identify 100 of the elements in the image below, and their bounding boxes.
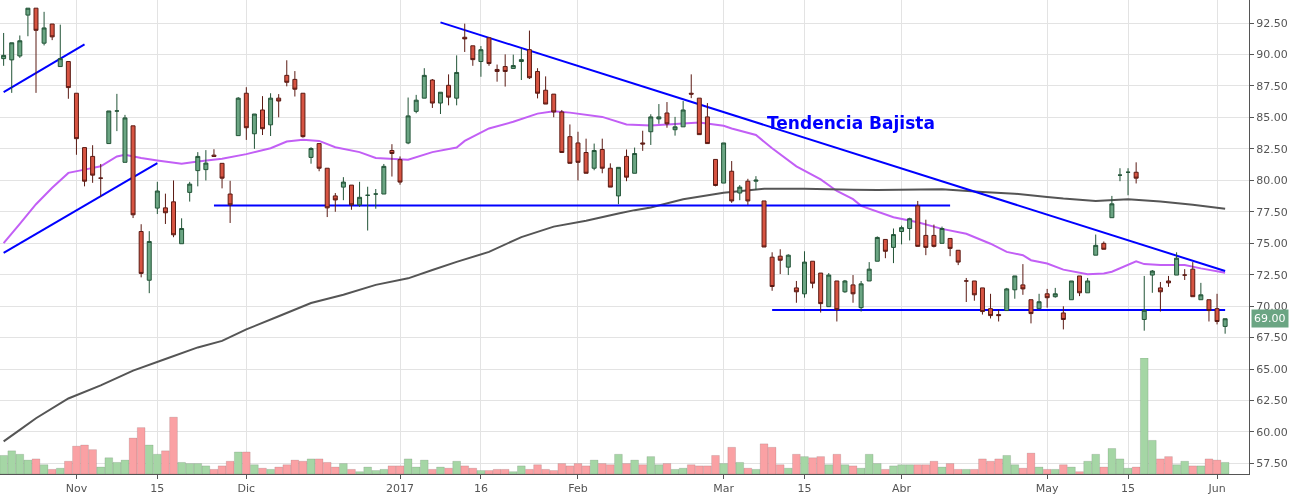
candlestick [713,158,718,187]
candlestick [1222,318,1228,335]
candlestick [1068,280,1074,301]
candlestick [1085,277,1091,294]
candlestick [607,162,613,188]
candlestick [357,181,363,208]
candlestick [349,184,354,211]
candlestick [947,237,953,257]
candlestick [1,32,7,67]
y-tick-label: 72.50 [1256,268,1288,282]
x-tick-label: Feb [568,482,588,496]
candlestick [979,287,985,316]
candlestick [114,93,120,132]
candlestick [98,163,104,198]
candlestick [73,92,79,156]
candlestick [219,162,225,189]
candlestick [316,143,322,172]
candlestick [494,64,500,83]
candlestick [890,228,896,264]
candlestick [599,138,605,174]
candlestick [818,272,824,314]
text: 69.00 [1254,312,1286,325]
line-series [2,110,1227,276]
candlestick [446,73,452,106]
candlestick [138,223,144,278]
y-tick-label: 92.50 [1256,16,1288,30]
candlestick [624,148,629,182]
candlestick [688,73,694,99]
candlestick [1052,287,1058,299]
candlestick [777,248,783,275]
candlestick [510,54,516,69]
candlestick [1004,287,1010,312]
x-tick-label: Mar [713,482,735,496]
candlestick [260,95,265,136]
candlestick [1190,261,1196,298]
candlestick [57,24,63,68]
candlestick [17,34,23,59]
candlestick [300,92,306,139]
candlestick [251,113,257,150]
candlestick [850,274,856,304]
candlestick [1044,288,1050,309]
candlestick [923,219,929,256]
candlestick [421,67,427,99]
candlestick [737,184,743,201]
candlestick [753,175,759,191]
candlestick [591,143,597,171]
candlestick [389,143,395,178]
candlestick [1174,251,1180,276]
x-tick-label: 15 [797,482,812,496]
candlestick [332,192,338,213]
candlestick [915,200,921,247]
candlestick [437,91,443,115]
candlestick [1109,195,1115,219]
candlestick [478,45,484,78]
y-tick-label: 65.00 [1256,362,1288,376]
candlestick [381,163,387,195]
annotation: Tendencia Bajista [767,113,935,133]
candlestick [874,235,880,262]
candlestick [632,147,638,174]
candlestick [842,279,848,294]
x-tick-label: May [1035,482,1060,496]
candlestick [292,70,298,98]
candlestick [1012,275,1018,300]
y-tick-label: 75.00 [1256,237,1288,251]
candlestick [1214,293,1220,325]
candlestick [907,217,913,241]
candlestick [470,45,476,67]
y-tick-label: 85.00 [1256,111,1288,125]
candlestick [82,147,88,187]
y-tick-label: 90.00 [1256,48,1288,62]
y-tick-label: 80.00 [1256,174,1288,188]
candlestick [567,123,573,164]
x-tick-label: Dic [237,482,256,496]
candlestick [1166,275,1171,288]
y-tick-label: 87.50 [1256,79,1288,93]
candlestick [963,277,969,303]
x-tick-label: Jun [1207,482,1226,496]
candlestick [899,225,905,245]
candlestick [826,272,832,308]
candlestick [672,116,678,137]
candlestick [365,186,371,232]
candlestick [834,280,840,322]
candlestick [25,7,31,37]
candlestick [721,142,727,184]
candlestick [65,61,71,100]
candlestick [543,75,549,105]
candlestick [939,226,945,244]
candlestick [454,54,460,106]
candlestick [413,94,419,114]
candlestick [866,261,872,282]
candlestick [1157,281,1163,313]
candlestick [405,97,411,145]
candlestick [518,47,524,81]
x-tick-label: 15 [150,482,165,496]
y-tick-label: 67.50 [1256,331,1288,345]
y-tick-label: 57.50 [1256,457,1288,471]
y-tick-label: 77.50 [1256,205,1288,219]
candlestick [996,309,1002,322]
candlestick [122,114,128,163]
candlestick [211,148,217,157]
